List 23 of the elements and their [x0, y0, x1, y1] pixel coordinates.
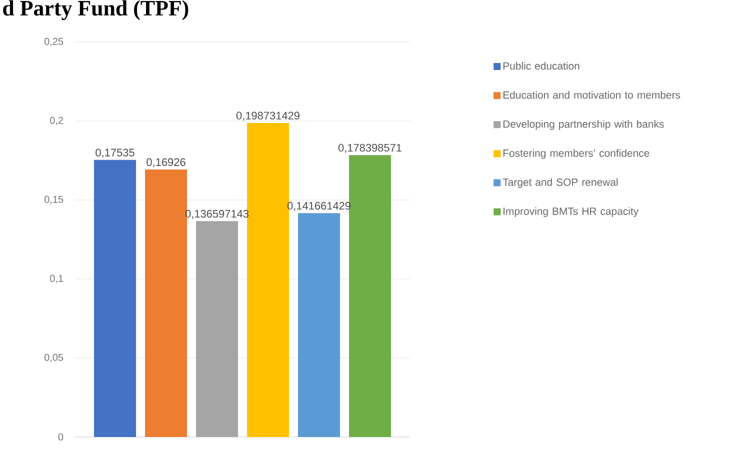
legend-label: Public education	[503, 62, 580, 70]
legend-label: Developing partnership with banks	[503, 120, 664, 130]
y-tick-label: 0,1	[50, 274, 64, 284]
bar	[247, 122, 290, 437]
legend-label: Improving BMTs HR capacity	[504, 207, 639, 218]
data-label: 0,17535	[96, 148, 134, 158]
data-label: 0,178398571	[338, 144, 402, 153]
legend-label: Fostering members’ confidence	[503, 149, 650, 159]
chart-title: d Party Fund (TPF)	[3, 0, 188, 20]
data-label: 0,16926	[146, 158, 186, 168]
y-tick-label: 0,25	[44, 38, 64, 46]
y-tick-label: 0,2	[50, 116, 63, 126]
y-tick-label: 0	[58, 433, 64, 441]
y-tick-label: 0,15	[44, 196, 64, 204]
bar	[349, 155, 392, 437]
data-label: 0,198731429	[236, 112, 300, 121]
bar	[94, 160, 136, 437]
legend-label: Education and motivation to members	[503, 91, 680, 99]
bar	[196, 221, 238, 437]
bar	[298, 213, 340, 437]
legend-label: Target and SOP renewal	[502, 178, 618, 188]
bar	[145, 170, 188, 437]
y-tick-label: 0,05	[44, 354, 64, 362]
